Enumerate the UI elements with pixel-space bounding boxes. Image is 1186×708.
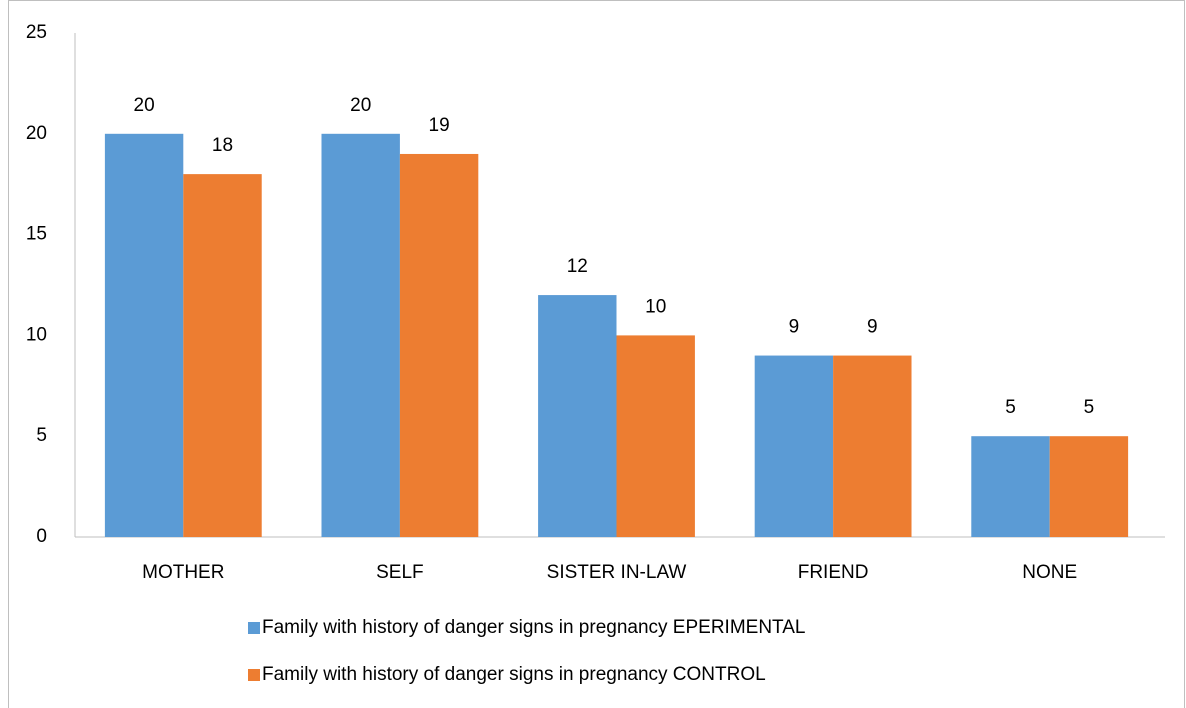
bar xyxy=(1049,436,1129,537)
legend-label: Family with history of danger signs in p… xyxy=(262,664,766,685)
legend-label: Family with history of danger signs in p… xyxy=(262,617,805,638)
bar xyxy=(183,174,262,537)
x-tick-label: SELF xyxy=(376,562,424,583)
data-label: 20 xyxy=(350,95,371,116)
data-label: 5 xyxy=(1005,397,1016,418)
data-label: 10 xyxy=(645,296,666,317)
y-tick-label: 25 xyxy=(26,22,47,43)
data-label: 9 xyxy=(789,317,800,338)
y-tick-label: 10 xyxy=(26,324,47,345)
data-label: 18 xyxy=(212,135,233,156)
x-tick-label: SISTER IN-LAW xyxy=(547,562,687,583)
bar xyxy=(104,133,184,538)
data-label: 20 xyxy=(134,95,155,116)
data-label: 9 xyxy=(867,317,878,338)
bar xyxy=(399,153,479,537)
y-tick-label: 0 xyxy=(36,526,47,547)
bar xyxy=(321,133,400,538)
y-tick-label: 15 xyxy=(26,224,47,245)
x-tick-label: MOTHER xyxy=(142,562,224,583)
chart-border xyxy=(8,0,1185,708)
x-tick-label: FRIEND xyxy=(798,562,869,583)
x-tick-label: NONE xyxy=(1022,562,1077,583)
bar xyxy=(538,295,617,537)
data-label: 19 xyxy=(429,115,450,136)
y-tick-label: 5 xyxy=(36,425,47,446)
bar xyxy=(616,335,695,537)
bar xyxy=(833,355,912,537)
bar xyxy=(754,355,834,537)
data-label: 5 xyxy=(1084,397,1095,418)
data-label: 12 xyxy=(567,256,588,277)
bar xyxy=(971,436,1050,537)
legend-swatch xyxy=(248,622,260,634)
legend-swatch xyxy=(248,669,260,681)
y-tick-label: 20 xyxy=(26,123,47,144)
